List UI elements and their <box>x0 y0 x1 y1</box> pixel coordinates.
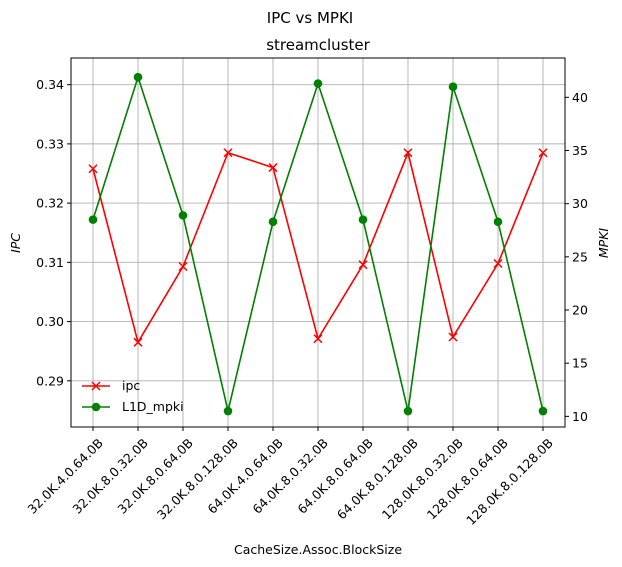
legend-mpki-label: L1D_mpki <box>122 399 184 414</box>
y-tick-label-right: 15 <box>572 356 588 371</box>
y-tick-label-right: 40 <box>572 90 588 105</box>
y-tick-label-left: 0.29 <box>36 373 64 388</box>
x-tick-label: 128.0K.8.0.32.0B <box>379 435 466 522</box>
x-tick-label: 32.0K.8.0.128.0B <box>154 435 241 522</box>
x-tick-label: 32.0K.8.0.32.0B <box>69 435 151 517</box>
y-tick-label-left: 0.33 <box>36 136 64 151</box>
data-point-ipc <box>403 148 413 158</box>
x-tick-label: 64.0K.8.0.64.0B <box>294 435 376 517</box>
legend-ipc-marker <box>91 381 101 391</box>
legend: ipc L1D_mpki <box>82 378 184 414</box>
data-point-L1D_mpki <box>403 406 413 416</box>
y-tick-label-left: 0.32 <box>36 196 64 211</box>
x-tick-label: 128.0K.8.0.64.0B <box>424 435 511 522</box>
x-tick-label: 128.0K.8.0.128.0B <box>463 435 556 528</box>
data-point-L1D_mpki <box>538 406 548 416</box>
y-tick-label-right: 20 <box>572 303 588 318</box>
data-point-L1D_mpki <box>358 215 368 224</box>
grid <box>71 58 565 427</box>
data-point-L1D_mpki <box>268 217 278 227</box>
x-tick-label: 64.0K.4.0.64.0B <box>204 435 286 517</box>
x-tick-label: 64.0K.8.0.128.0B <box>334 435 421 522</box>
y-tick-label-left: 0.34 <box>36 77 64 92</box>
data-point-ipc <box>268 163 278 173</box>
data-point-ipc <box>223 148 233 158</box>
y-tick-label-left: 0.31 <box>36 255 64 270</box>
data-point-ipc <box>313 334 323 344</box>
data-point-L1D_mpki <box>178 211 188 220</box>
y-tick-label-right: 30 <box>572 196 588 211</box>
data-point-ipc <box>178 261 188 272</box>
chart-subtitle: streamcluster <box>266 36 370 54</box>
data-point-ipc <box>448 332 458 342</box>
data-point-ipc <box>538 148 548 158</box>
data-point-L1D_mpki <box>493 217 503 227</box>
y-tick-label-right: 25 <box>572 249 588 264</box>
ticks: 32.0K.4.0.64.0B32.0K.8.0.32.0B32.0K.8.0.… <box>24 77 588 528</box>
x-tick-label: 32.0K.4.0.64.0B <box>24 435 106 517</box>
data-point-L1D_mpki <box>133 72 143 82</box>
legend-mpki-marker <box>91 402 101 412</box>
y-tick-label-right: 10 <box>572 409 588 424</box>
data-point-L1D_mpki <box>448 82 458 92</box>
x-tick-label: 32.0K.8.0.64.0B <box>114 435 196 517</box>
y-axis-label-left: IPC <box>8 233 23 253</box>
x-tick-label: 64.0K.8.0.32.0B <box>249 435 331 517</box>
data-point-L1D_mpki <box>313 79 323 88</box>
data-point-ipc <box>493 258 503 269</box>
data-point-ipc <box>88 164 98 174</box>
data-point-L1D_mpki <box>223 406 233 416</box>
y-tick-label-right: 35 <box>572 143 588 158</box>
x-axis-label: CacheSize.Assoc.BlockSize <box>234 542 402 557</box>
data-point-ipc <box>358 260 368 270</box>
y-tick-label-left: 0.30 <box>36 314 64 329</box>
data-point-ipc <box>133 337 143 347</box>
chart-title: IPC vs MPKI <box>267 9 353 27</box>
data-point-L1D_mpki <box>88 215 98 224</box>
y-axis-label-right: MPKI <box>596 228 611 259</box>
series-layer <box>88 72 548 416</box>
legend-ipc-label: ipc <box>122 378 140 393</box>
